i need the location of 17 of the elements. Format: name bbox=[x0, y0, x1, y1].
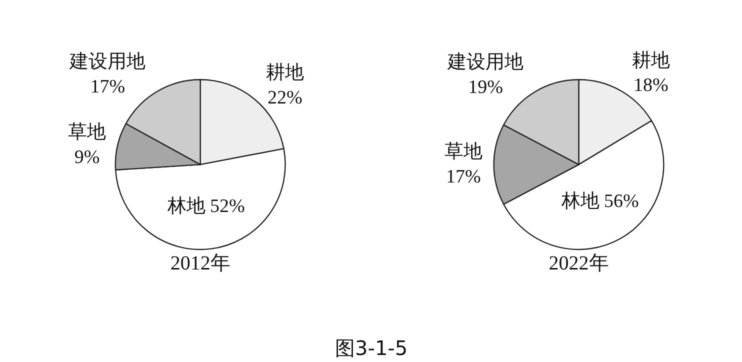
data-label: 19% bbox=[468, 76, 504, 98]
slice-label: 草地 bbox=[444, 142, 482, 163]
caption: 图3-1-5 bbox=[335, 336, 408, 360]
data-label: 22% bbox=[267, 87, 302, 108]
slice-label: 林地 56% bbox=[560, 191, 640, 212]
slice-label: 耕地 bbox=[632, 50, 670, 72]
data-label: 17% bbox=[90, 76, 126, 98]
slice-label: 草地 bbox=[68, 122, 106, 144]
slice-label: 建设用地 bbox=[446, 52, 524, 74]
data-label: 9% bbox=[74, 146, 100, 168]
slice-label: 林地 52% bbox=[166, 196, 246, 218]
data-label: 17% bbox=[446, 166, 481, 188]
text: 2012年 bbox=[170, 252, 230, 274]
slice-label: 耕地 bbox=[266, 62, 304, 84]
data-label: 18% bbox=[634, 75, 669, 96]
slice-label: 建设用地 bbox=[68, 52, 146, 73]
text: 2022年 bbox=[548, 252, 609, 274]
